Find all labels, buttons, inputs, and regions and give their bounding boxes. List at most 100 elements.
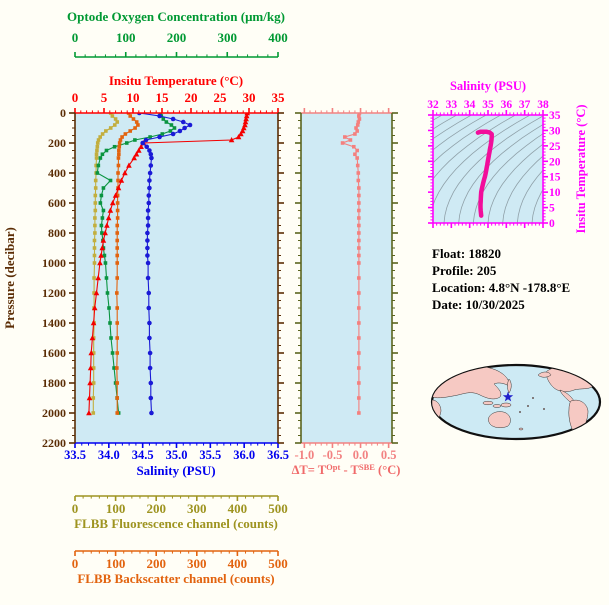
delta-t-title-part2: - T xyxy=(340,463,359,477)
tick-label: 36.0 xyxy=(233,448,255,462)
tick-label: 30 xyxy=(549,125,561,137)
map-island xyxy=(492,404,502,408)
tick-label: 35 xyxy=(272,90,286,105)
tick-label: 100 xyxy=(106,556,126,571)
map-island-dot xyxy=(542,407,546,411)
map-australia xyxy=(488,411,511,428)
tick-label: 35.5 xyxy=(199,448,221,462)
float-id-text: Float: 18820 xyxy=(432,246,501,261)
tick-label: 0.5 xyxy=(381,448,397,462)
ts-curve xyxy=(475,129,494,218)
tick-label: 400 xyxy=(228,501,248,516)
tick-label: 0 xyxy=(549,218,555,230)
tick-label: 5 xyxy=(101,90,108,105)
oxygen-axis-title: Optode Oxygen Concentration (μm/kg) xyxy=(67,9,285,24)
delta-t-axes: -1.0 -0.5 0.0 0.5 xyxy=(294,108,398,462)
tick-label: 200 xyxy=(146,556,166,571)
tick-label: 25 xyxy=(214,90,228,105)
tick-label: 100 xyxy=(106,501,126,516)
tick-label: 0 xyxy=(72,501,79,516)
map-greenland xyxy=(578,365,591,372)
tick-label: 400 xyxy=(48,166,66,180)
tick-label: 300 xyxy=(218,30,238,45)
tick-label: 400 xyxy=(228,556,248,571)
tick-label: 35 xyxy=(549,110,561,122)
main-profile-series xyxy=(86,113,251,416)
tick-label: 1600 xyxy=(42,346,66,360)
tick-label: 36.5 xyxy=(267,448,289,462)
tick-label: 600 xyxy=(48,196,66,210)
ts-axes: 32 33 34 35 36 37 38 0 5 10 15 20 25 30 35 xyxy=(427,99,561,230)
ts-temperature-axis-title: Insitu Temperature (°C) xyxy=(574,104,588,233)
map-hawaii xyxy=(531,396,535,400)
tick-label: 25 xyxy=(549,141,561,153)
tick-label: 10 xyxy=(549,187,561,199)
main-plot-area xyxy=(75,113,278,443)
tick-label: 15 xyxy=(549,172,561,184)
float-location-star xyxy=(502,391,514,402)
tick-label: 0 xyxy=(60,106,66,120)
tick-label: 35 xyxy=(482,99,494,111)
map-island-dot xyxy=(526,404,530,408)
tick-label: -1.0 xyxy=(294,448,314,462)
tick-label: 34.0 xyxy=(98,448,120,462)
map-indonesia xyxy=(482,400,494,406)
tick-label: 15 xyxy=(156,90,170,105)
tick-label: 200 xyxy=(167,30,187,45)
tick-label: 1000 xyxy=(42,256,66,270)
ts-salinity-axis-title: Salinity (PSU) xyxy=(450,79,526,93)
tick-label: 200 xyxy=(48,136,66,150)
tick-label: 34 xyxy=(464,99,476,111)
tick-label: 2200 xyxy=(42,436,66,450)
tick-label: 800 xyxy=(48,226,66,240)
tick-label: 20 xyxy=(549,156,561,168)
profile-number-text: Profile: 205 xyxy=(432,263,497,278)
tick-label: 1400 xyxy=(42,316,66,330)
tick-label: 0 xyxy=(72,30,79,45)
backscatter-axis-title: FLBB Backscatter channel (counts) xyxy=(77,571,274,586)
date-text: Date: 10/30/2025 xyxy=(432,297,525,312)
delta-t-title-part1: ΔT= T xyxy=(292,463,327,477)
tick-label: 32 xyxy=(427,99,439,111)
tick-label: 100 xyxy=(116,30,136,45)
tick-label: 0 xyxy=(72,556,79,571)
map-japan xyxy=(507,378,512,394)
map-island-dot xyxy=(518,410,522,414)
tick-label: 200 xyxy=(146,501,166,516)
salinity-axis-title: Salinity (PSU) xyxy=(136,463,215,478)
map-new-zealand xyxy=(518,427,524,431)
tick-label: -0.5 xyxy=(323,448,343,462)
delta-t-axis-title: ΔT= TOpt - TSBE (°C) xyxy=(292,462,401,477)
tick-label: 300 xyxy=(187,501,207,516)
tick-label: 37 xyxy=(519,99,531,111)
tick-label: 300 xyxy=(187,556,207,571)
map-new-guinea xyxy=(500,402,512,408)
pressure-axis-title: Pressure (decibar) xyxy=(2,227,17,329)
tick-label: 34.5 xyxy=(132,448,154,462)
tick-label: 2000 xyxy=(42,406,66,420)
tick-label: 20 xyxy=(185,90,198,105)
tick-label: 1800 xyxy=(42,376,66,390)
tick-label: 5 xyxy=(549,203,555,215)
location-text: Location: 4.8°N -178.8°E xyxy=(432,280,570,295)
tick-label: 1200 xyxy=(42,286,66,300)
tick-label: 500 xyxy=(268,501,288,516)
delta-t-series xyxy=(340,113,362,415)
tick-label: 33 xyxy=(446,99,458,111)
tick-label: 500 xyxy=(268,556,288,571)
tick-label: 35.0 xyxy=(166,448,188,462)
temperature-axis-title: Insitu Temperature (°C) xyxy=(109,73,243,88)
fluorescence-axis-title: FLBB Fluorescence channel (counts) xyxy=(74,516,278,531)
main-plot-axes: 0 100 200 300 400 0 5 10 15 20 25 30 35 33.5 34.0 34.5 3… xyxy=(42,30,289,571)
tick-label: 38 xyxy=(537,99,549,111)
tick-label: 0.0 xyxy=(353,448,369,462)
world-map xyxy=(430,363,602,441)
tick-label: 30 xyxy=(243,90,256,105)
delta-t-title-sup2: SBE xyxy=(359,462,375,472)
delta-t-title-part3: (°C) xyxy=(375,463,400,477)
tick-label: 10 xyxy=(127,90,140,105)
tick-label: 0 xyxy=(72,90,79,105)
tick-label: 400 xyxy=(268,30,288,45)
